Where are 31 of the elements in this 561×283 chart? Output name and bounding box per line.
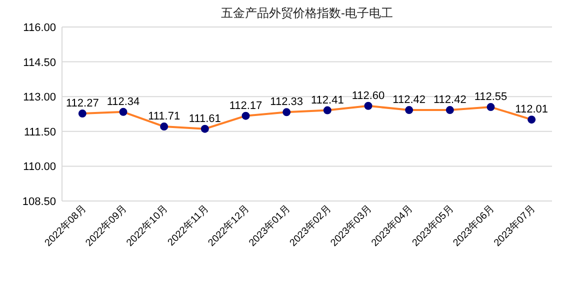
y-tick-label: 110.00 [23,161,56,174]
y-tick-label: 116.00 [23,22,56,34]
data-label: 112.27 [66,98,99,110]
data-label: 112.42 [434,94,466,106]
data-label: 111.61 [188,112,221,125]
y-tick-label: 113.00 [23,92,56,104]
point [405,106,414,114]
point [528,116,536,124]
chart-title: 五金产品外贸价格指数-电子电工 [221,6,393,20]
point [200,124,209,133]
point [323,106,332,114]
data-label: 112.34 [106,96,140,108]
data-label: 112.60 [352,90,385,102]
point [160,122,168,131]
data-label: 112.33 [270,96,303,108]
point [446,106,454,114]
data-label: 112.01 [515,104,548,116]
point [486,103,495,112]
point [119,108,128,116]
y-tick-label: 114.50 [23,56,56,69]
point [282,108,291,116]
data-label: 112.55 [474,91,508,104]
point [242,112,250,120]
data-label: 111.71 [148,110,180,123]
y-tick-label: 108.50 [22,196,56,208]
data-label: 112.42 [392,94,426,106]
point [78,110,86,118]
data-label: 112.41 [311,94,344,106]
point [364,102,372,110]
y-tick-label: 111.50 [24,126,56,138]
data-label: 112.17 [229,100,262,112]
